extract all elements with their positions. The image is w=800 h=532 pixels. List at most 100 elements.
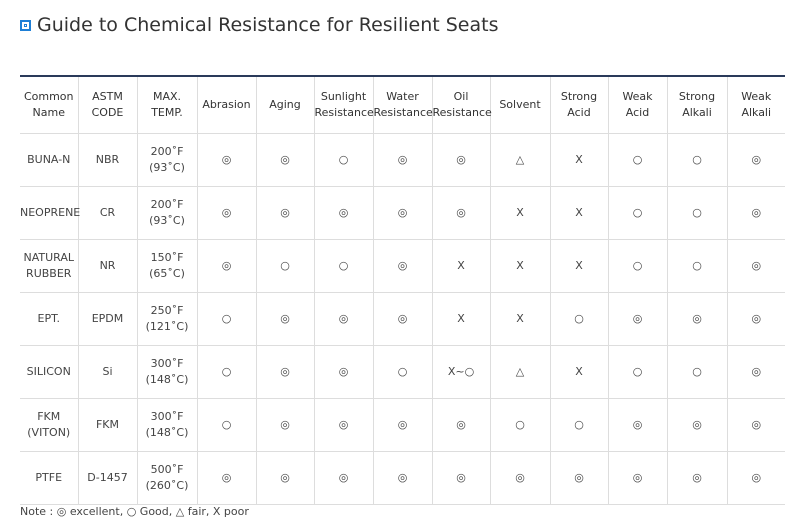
table-cell: ◎ — [255, 292, 315, 346]
table-cell: ◎ — [255, 451, 315, 505]
title-icon — [20, 19, 31, 31]
cell-line: CODE — [91, 106, 124, 119]
table-row: NATURAL RUBBER NR 150˚F (65˚C) ◎ ○ ○ ◎ X X X ○ ○ ◎ — [20, 239, 785, 293]
column-header: Solvent — [489, 75, 551, 134]
table-cell: ◎ — [372, 398, 433, 452]
table-cell: 200˚F (93˚C) — [136, 186, 198, 240]
cell-line: (93˚C) — [149, 214, 185, 227]
table-cell: ◎ — [726, 186, 785, 240]
table-cell: X — [549, 186, 609, 240]
table-cell: X — [489, 292, 551, 346]
cell-line: TEMP. — [151, 106, 183, 119]
table-cell: FKM (VITON) — [20, 398, 79, 452]
table-cell: ◎ — [666, 398, 728, 452]
cell-line: Strong — [560, 90, 598, 103]
column-header: Strong Acid — [549, 75, 609, 134]
table-cell: EPDM — [77, 292, 138, 346]
column-header: Common Name — [20, 75, 79, 134]
table-cell: ◎ — [607, 292, 668, 346]
table-row: SILICON Si 300˚F (148˚C) ○ ◎ ◎ ○ X~○ △ X ○ ○ ◎ — [20, 345, 785, 399]
table-cell: △ — [489, 133, 551, 187]
table-cell: ◎ — [489, 451, 551, 505]
cell-line: Strong — [678, 90, 716, 103]
table-cell: X~○ — [431, 345, 491, 399]
cell-line: 200˚F — [150, 145, 184, 158]
table-cell: ◎ — [313, 345, 374, 399]
column-header: Weak Acid — [607, 75, 668, 134]
table-cell: ◎ — [607, 398, 668, 452]
column-header: Weak Alkali — [726, 75, 785, 134]
table-cell: 150˚F (65˚C) — [136, 239, 198, 293]
table-cell: ○ — [607, 239, 668, 293]
table-cell: ◎ — [726, 133, 785, 187]
table-cell: ◎ — [726, 398, 785, 452]
cell-line: (93˚C) — [149, 161, 185, 174]
table-cell: ◎ — [372, 239, 433, 293]
table-cell: ◎ — [431, 133, 491, 187]
table-row: FKM (VITON) FKM 300˚F (148˚C) ○ ◎ ◎ ◎ ◎ ○ ○ ◎ ◎ ◎ — [20, 398, 785, 452]
table-cell: ◎ — [196, 451, 257, 505]
table-cell: BUNA-N — [20, 133, 79, 187]
table-cell: ○ — [489, 398, 551, 452]
cell-line: 300˚F — [150, 357, 184, 370]
table-cell: ○ — [607, 186, 668, 240]
table-cell: EPT. — [20, 292, 79, 346]
table-cell: ◎ — [313, 292, 374, 346]
cell-line: Resistance — [373, 106, 433, 119]
table-row: BUNA-N NBR 200˚F (93˚C) ◎ ◎ ○ ◎ ◎ △ X ○ ○ ◎ — [20, 133, 785, 187]
cell-line: RUBBER — [26, 267, 72, 280]
table-cell: 250˚F (121˚C) — [136, 292, 198, 346]
table-row: PTFE D-1457 500˚F (260˚C) ◎ ◎ ◎ ◎ ◎ ◎ ◎ ◎ ◎ ◎ — [20, 451, 785, 505]
cell-line: (VITON) — [27, 426, 71, 439]
table-cell: FKM — [77, 398, 138, 452]
table-cell: ◎ — [666, 451, 728, 505]
table-cell: ◎ — [666, 292, 728, 346]
cell-line: FKM — [37, 410, 61, 423]
table-cell: ○ — [196, 345, 257, 399]
table-cell: ◎ — [196, 239, 257, 293]
cell-line: (260˚C) — [145, 479, 189, 492]
table-cell: ◎ — [372, 292, 433, 346]
table-cell: ○ — [607, 133, 668, 187]
column-header: Sunlight Resistance — [313, 75, 374, 134]
table-cell: ◎ — [313, 186, 374, 240]
cell-line: Acid — [625, 106, 650, 119]
table-cell: X — [549, 345, 609, 399]
cell-line: Resistance — [314, 106, 374, 119]
table-cell: ◎ — [313, 398, 374, 452]
table-cell: X — [549, 239, 609, 293]
table-row: EPT. EPDM 250˚F (121˚C) ○ ◎ ◎ ◎ X X ○ ◎ ◎ ◎ — [20, 292, 785, 346]
table-cell: X — [489, 239, 551, 293]
column-header: Abrasion — [196, 75, 257, 134]
table-cell: X — [431, 239, 491, 293]
cell-line: 200˚F — [150, 198, 184, 211]
cell-line: Alkali — [741, 106, 772, 119]
table-cell: ◎ — [255, 133, 315, 187]
cell-line: Resistance — [432, 106, 492, 119]
cell-line: Name — [32, 106, 65, 119]
column-header: MAX. TEMP. — [136, 75, 198, 134]
title-bar: Guide to Chemical Resistance for Resilie… — [20, 14, 498, 36]
table-cell: ◎ — [726, 345, 785, 399]
cell-line: Oil — [453, 90, 469, 103]
cell-line: 250˚F — [150, 304, 184, 317]
cell-line: 150˚F — [150, 251, 184, 264]
table-cell: ○ — [313, 239, 374, 293]
table-cell: ◎ — [196, 133, 257, 187]
cell-line: Alkali — [682, 106, 712, 119]
cell-line: (121˚C) — [145, 320, 189, 333]
table-cell: ○ — [549, 398, 609, 452]
table-cell: Si — [77, 345, 138, 399]
table-cell: ◎ — [372, 133, 433, 187]
table-cell: X — [431, 292, 491, 346]
cell-line: Weak — [741, 90, 772, 103]
cell-line: 500˚F — [150, 463, 184, 476]
table-cell: X — [549, 133, 609, 187]
table-cell: ◎ — [372, 451, 433, 505]
table-cell: D-1457 — [77, 451, 138, 505]
table-cell: ○ — [666, 133, 728, 187]
column-header: ASTM CODE — [77, 75, 138, 134]
cell-line: MAX. — [152, 90, 182, 103]
note: Note : ◎ excellent, ○ Good, △ fair, X po… — [20, 505, 249, 518]
